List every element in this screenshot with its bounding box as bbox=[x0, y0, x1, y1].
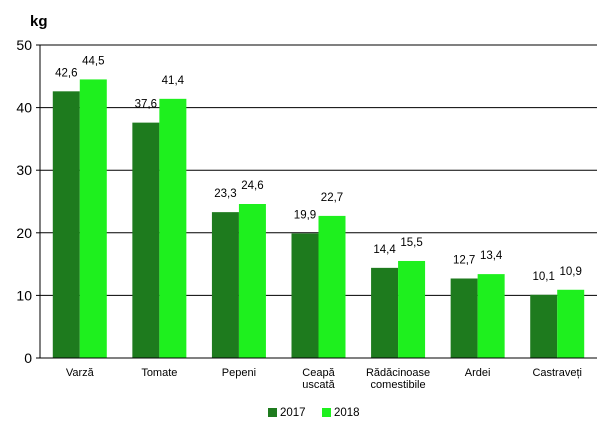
legend-swatch-2017 bbox=[268, 408, 277, 417]
data-label-2017-3: 19,9 bbox=[294, 209, 316, 221]
category-label-line: Castraveți bbox=[532, 367, 582, 379]
data-label-2017-2: 23,3 bbox=[214, 188, 236, 200]
data-label-2018-4: 15,5 bbox=[400, 237, 422, 249]
category-label-line: comestibile bbox=[371, 379, 426, 391]
category-label-line: Ardei bbox=[465, 367, 491, 379]
y-tick-label: 50 bbox=[16, 37, 32, 53]
data-label-2018-5: 13,4 bbox=[480, 250, 503, 262]
bar-2018-0 bbox=[79, 79, 107, 359]
axes bbox=[39, 45, 597, 359]
y-tick-label: 10 bbox=[16, 287, 32, 303]
data-label-2017-6: 10,1 bbox=[533, 271, 555, 283]
category-label-4: Rădăcinoase comestibile bbox=[366, 367, 430, 391]
category-label-line: Pepeni bbox=[222, 367, 256, 379]
y-tick-label: 30 bbox=[16, 162, 32, 178]
bar-2018-6 bbox=[557, 289, 585, 358]
category-label-6: Castraveți bbox=[532, 367, 582, 379]
y-tick-label: 20 bbox=[16, 225, 32, 241]
category-label-1: Tomate bbox=[141, 367, 177, 379]
category-label-line: Varză bbox=[66, 367, 95, 379]
category-label-line: Ceapă bbox=[302, 367, 335, 379]
legend-swatch-2018 bbox=[322, 408, 331, 417]
category-label-line: Rădăcinoase bbox=[366, 367, 430, 379]
category-labels: Varză Tomate Pepeni Ceapă uscată Rădăcinoase c… bbox=[66, 367, 582, 391]
data-label-2017-1: 37,6 bbox=[135, 99, 157, 111]
category-label-0: Varză bbox=[66, 367, 95, 379]
bars bbox=[52, 79, 585, 359]
category-label-2: Pepeni bbox=[222, 367, 256, 379]
category-label-5: Ardei bbox=[465, 367, 491, 379]
legend-label-2017: 2017 bbox=[280, 407, 306, 419]
bar-2018-1 bbox=[159, 98, 187, 358]
data-label-2018-2: 24,6 bbox=[241, 180, 263, 192]
data-labels: 42,6 44,5 37,6 41,4 23,3 24,6 19,9 22,7 14,4 15,5… bbox=[55, 55, 582, 282]
y-axis-label: kg bbox=[30, 13, 48, 30]
bar-2017-0 bbox=[52, 91, 80, 358]
data-label-2018-3: 22,7 bbox=[321, 192, 343, 204]
bar-2017-1 bbox=[132, 122, 160, 359]
y-tick-label: 0 bbox=[24, 350, 32, 366]
data-label-2018-0: 44,5 bbox=[82, 55, 104, 67]
bar-2017-5 bbox=[450, 278, 478, 358]
category-label-line: uscată bbox=[302, 379, 335, 391]
legend-label-2018: 2018 bbox=[334, 407, 360, 419]
category-label-3: Ceapă uscată bbox=[302, 367, 335, 391]
bar-2017-3 bbox=[291, 233, 319, 358]
legend: 2017 2018 bbox=[268, 407, 360, 419]
bar-2018-4 bbox=[398, 260, 426, 358]
data-label-2018-6: 10,9 bbox=[560, 266, 582, 278]
data-label-2018-1: 41,4 bbox=[162, 75, 185, 87]
bar-2017-6 bbox=[530, 294, 558, 358]
bar-2018-2 bbox=[238, 204, 266, 358]
bar-2018-3 bbox=[318, 215, 346, 358]
category-label-line: Tomate bbox=[141, 367, 177, 379]
data-label-2017-5: 12,7 bbox=[453, 254, 475, 266]
bar-2018-5 bbox=[477, 274, 505, 358]
y-tick-labels: 0 10 20 30 40 50 bbox=[16, 37, 40, 366]
y-tick-label: 40 bbox=[16, 100, 32, 116]
bar-2017-4 bbox=[371, 267, 399, 358]
bar-2017-2 bbox=[211, 212, 239, 358]
data-label-2017-0: 42,6 bbox=[55, 67, 77, 79]
data-label-2017-4: 14,4 bbox=[373, 244, 396, 256]
